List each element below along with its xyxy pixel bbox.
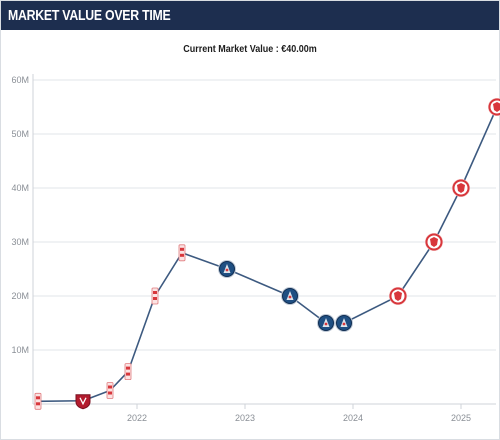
x-tick-label: 2023 xyxy=(235,413,255,423)
widget-header: MARKET VALUE OVER TIME xyxy=(1,1,499,30)
data-point xyxy=(335,314,353,332)
x-tick-label: 2022 xyxy=(127,413,147,423)
data-point xyxy=(317,314,335,332)
data-points xyxy=(34,98,500,410)
y-tick-label: 20M xyxy=(11,291,29,301)
data-point xyxy=(425,233,443,251)
data-point xyxy=(178,244,186,262)
data-point xyxy=(488,98,500,116)
y-grid: 10M 20M 30M 40M 50M 60M xyxy=(11,75,496,355)
series-line xyxy=(37,106,498,403)
data-point xyxy=(151,287,159,305)
current-market-value: Current Market Value : €40.00m xyxy=(183,44,317,55)
y-tick-label: 30M xyxy=(11,237,29,247)
data-point xyxy=(75,394,91,410)
data-point xyxy=(452,179,470,197)
x-axis: 2022 2023 2024 2025 xyxy=(127,404,471,423)
y-tick-label: 50M xyxy=(11,129,29,139)
data-point xyxy=(34,392,42,410)
x-tick-label: 2024 xyxy=(343,413,363,423)
data-point xyxy=(124,363,132,381)
y-tick-label: 10M xyxy=(11,345,29,355)
data-point xyxy=(218,260,236,278)
y-tick-label: 60M xyxy=(11,75,29,85)
widget-title: MARKET VALUE OVER TIME xyxy=(8,7,171,24)
data-point xyxy=(389,287,407,305)
data-point xyxy=(281,287,299,305)
x-tick-label: 2025 xyxy=(451,413,471,423)
data-point xyxy=(106,382,114,399)
y-tick-label: 40M xyxy=(11,183,29,193)
